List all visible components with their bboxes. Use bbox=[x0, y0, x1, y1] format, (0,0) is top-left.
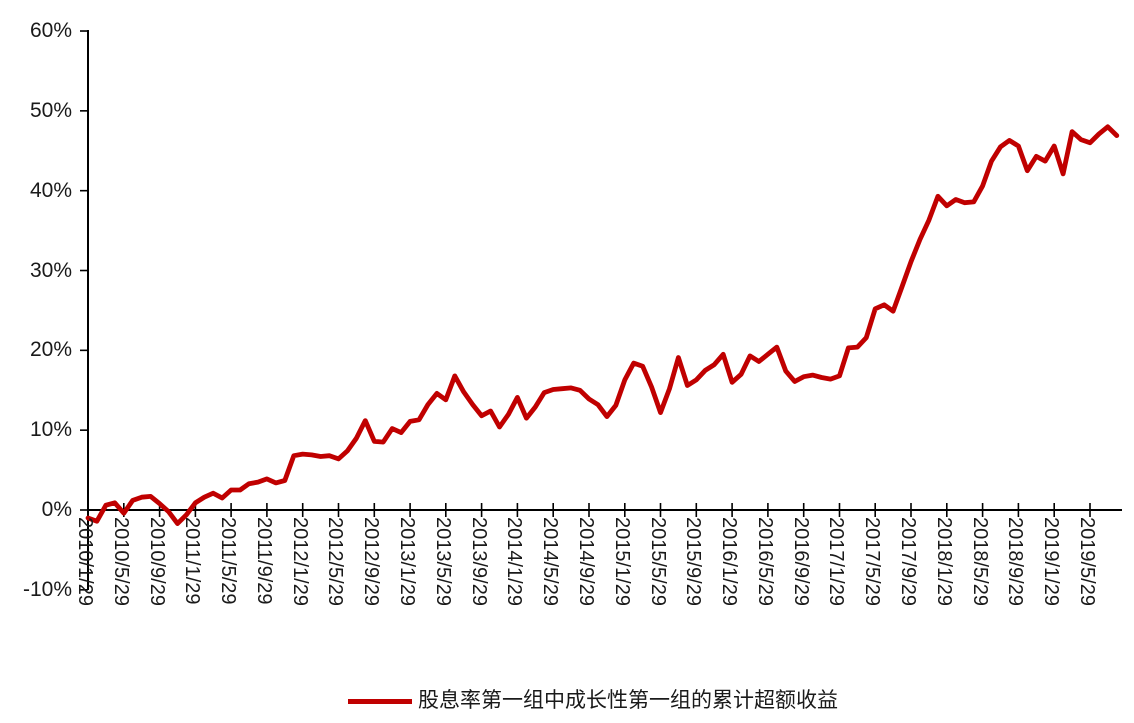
x-axis-label: 2011/1/29 bbox=[181, 517, 203, 605]
x-axis-label: 2010/9/29 bbox=[146, 517, 168, 606]
x-axis-label: 2017/1/29 bbox=[825, 517, 847, 606]
x-axis-label: 2013/9/29 bbox=[468, 517, 490, 606]
x-axis-label: 2011/5/29 bbox=[217, 517, 239, 605]
legend-line-swatch bbox=[348, 698, 412, 704]
x-axis-label: 2013/5/29 bbox=[432, 517, 454, 606]
x-axis-label: 2018/9/29 bbox=[1004, 517, 1026, 606]
x-axis-label: 2018/5/29 bbox=[969, 517, 991, 606]
x-axis-label: 2011/9/29 bbox=[253, 517, 275, 605]
x-axis-label: 2012/5/29 bbox=[324, 517, 346, 606]
x-axis-label: 2012/9/29 bbox=[360, 517, 382, 606]
x-axis-label: 2019/1/29 bbox=[1040, 517, 1062, 606]
x-axis-label: 2014/5/29 bbox=[539, 517, 561, 606]
y-axis-label: 40% bbox=[29, 179, 72, 202]
x-axis-label: 2018/1/29 bbox=[933, 517, 955, 606]
x-axis-label: 2010/5/29 bbox=[110, 517, 132, 606]
y-axis-label: 30% bbox=[29, 259, 72, 282]
x-axis-label: 2016/5/29 bbox=[754, 517, 776, 606]
x-axis-label: 2016/9/29 bbox=[790, 517, 812, 606]
x-axis-label: 2015/9/29 bbox=[682, 517, 704, 606]
x-axis-label: 2015/1/29 bbox=[611, 517, 633, 606]
legend-label: 股息率第一组中成长性第一组的累计超额收益 bbox=[418, 689, 838, 712]
x-axis-label: 2019/5/29 bbox=[1076, 517, 1098, 606]
y-axis-ticks bbox=[80, 30, 88, 591]
y-axis-label: 60% bbox=[29, 19, 72, 42]
y-axis-label: 10% bbox=[29, 418, 72, 441]
x-axis-label: 2010/1/29 bbox=[74, 517, 96, 606]
y-axis-label: -10% bbox=[22, 578, 72, 601]
x-axis-label: 2015/5/29 bbox=[647, 517, 669, 606]
x-axis-label: 2014/9/29 bbox=[575, 517, 597, 606]
series-line-cumulative-excess-return bbox=[85, 124, 1120, 526]
y-axis-label: 0% bbox=[41, 498, 72, 521]
x-axis-label: 2012/1/29 bbox=[289, 517, 311, 606]
legend: 股息率第一组中成长性第一组的累计超额收益 bbox=[348, 687, 838, 715]
y-axis-label: 50% bbox=[29, 99, 72, 122]
x-axis-label: 2017/5/29 bbox=[861, 517, 883, 606]
x-axis-label: 2016/1/29 bbox=[718, 517, 740, 606]
x-axis-label: 2014/1/29 bbox=[503, 517, 525, 606]
y-axis-label: 20% bbox=[29, 338, 72, 361]
x-axis-label: 2013/1/29 bbox=[396, 517, 418, 606]
x-axis-label: 2017/9/29 bbox=[897, 517, 919, 606]
